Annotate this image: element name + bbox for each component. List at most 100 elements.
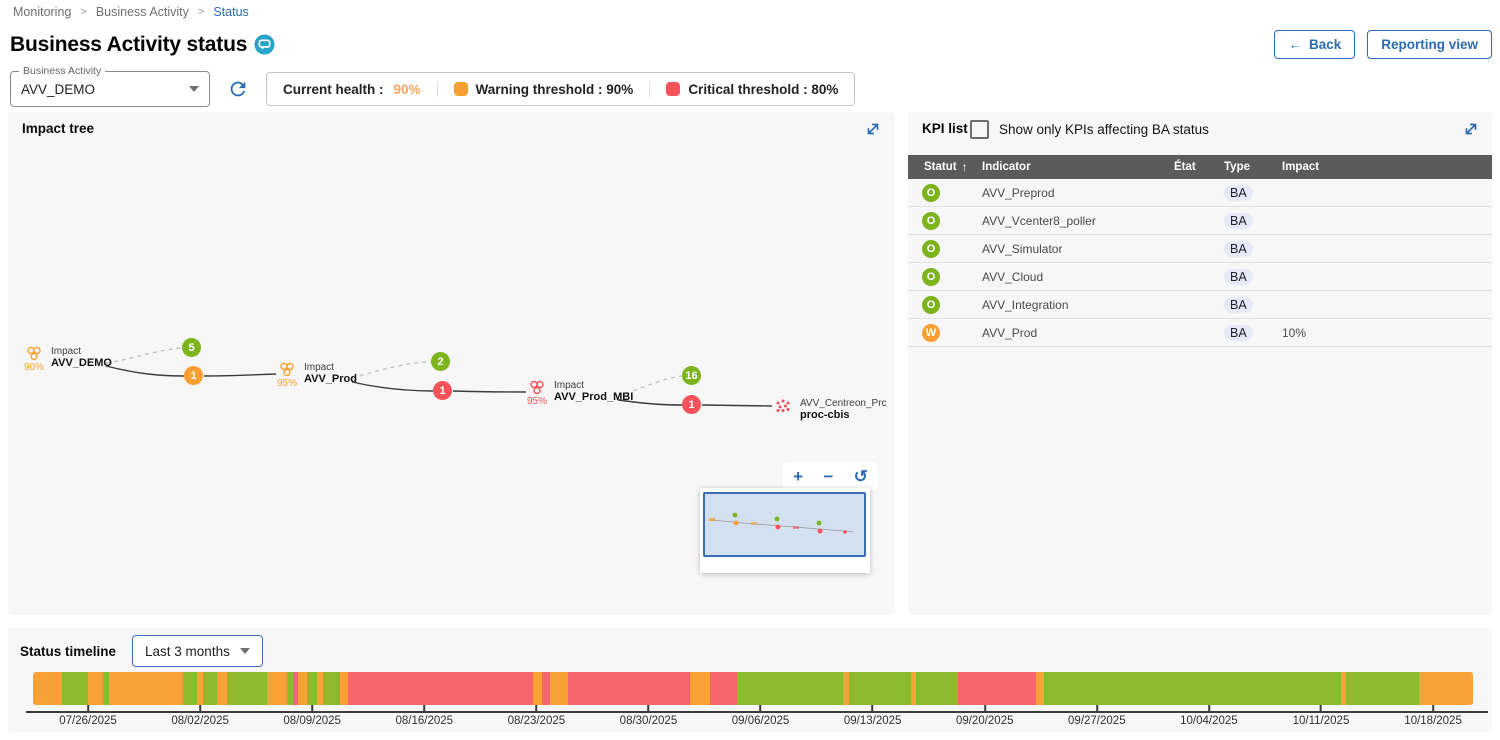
critical-threshold: Critical threshold : 80% [649, 81, 854, 97]
node-label-line1: AVV_Centreon_Prc [800, 398, 887, 409]
timeline-segment[interactable] [340, 672, 349, 705]
timeline-date-label: 08/30/2025 [619, 715, 678, 727]
timeline-segment[interactable] [203, 672, 218, 705]
impact-tree-title: Impact tree [22, 121, 95, 136]
back-button[interactable]: ← Back [1274, 30, 1356, 59]
timeline-segment[interactable] [287, 672, 294, 705]
table-row[interactable]: O AVV_Integration BA [908, 291, 1492, 319]
node-label-line1: Impact [304, 362, 335, 373]
column-header-statut[interactable]: Statut ↑ [924, 160, 968, 174]
minimap-sketch [709, 512, 854, 534]
warning-threshold: Warning threshold : 90% [436, 81, 650, 97]
kpi-count-badge[interactable]: 16 [682, 366, 701, 385]
breadcrumb-item-status[interactable]: Status [213, 5, 249, 19]
timeline-tick: 09/06/2025 [731, 705, 790, 727]
tree-minimap[interactable] [700, 488, 870, 573]
timeline-segment[interactable] [737, 672, 843, 705]
timeline-range-select[interactable]: Last 3 months [132, 635, 263, 667]
kpi-table: Statut ↑ Indicator État Type Impact O AV… [908, 155, 1492, 347]
timeline-segment[interactable] [317, 672, 324, 705]
timeline-date-label: 09/20/2025 [955, 715, 1014, 727]
node-label-line1: Impact [51, 346, 82, 357]
timeline-date-label: 09/13/2025 [843, 715, 902, 727]
timeline-segment[interactable] [915, 672, 958, 705]
timeline-segment[interactable] [910, 672, 916, 705]
timeline-segment[interactable] [103, 672, 110, 705]
kpi-count-badge[interactable]: 1 [433, 381, 452, 400]
table-row[interactable]: O AVV_Simulator BA [908, 235, 1492, 263]
timeline-bar[interactable] [33, 672, 1473, 705]
timeline-axis [26, 711, 1488, 713]
status-timeline-panel: Status timeline Last 3 months 07/26/2025… [8, 628, 1492, 732]
minimap-viewport[interactable] [703, 492, 866, 557]
timeline-segment[interactable] [293, 672, 299, 705]
kpi-count-badge[interactable]: 2 [431, 352, 450, 371]
kpi-count-badge[interactable]: 1 [682, 395, 701, 414]
tree-zoom-controls: + − ↺ [783, 462, 878, 490]
table-row[interactable]: O AVV_Cloud BA [908, 263, 1492, 291]
column-header-indicator[interactable]: Indicator [982, 161, 1031, 173]
timeline-segment[interactable] [550, 672, 569, 705]
comment-badge-icon[interactable] [254, 34, 275, 55]
kpi-indicator: AVV_Simulator [982, 241, 1063, 256]
show-only-kpis-checkbox[interactable] [970, 120, 989, 139]
reporting-view-button[interactable]: Reporting view [1367, 30, 1492, 59]
timeline-segment[interactable] [88, 672, 104, 705]
timeline-segment[interactable] [109, 672, 184, 705]
sort-asc-icon: ↑ [961, 160, 968, 174]
table-row[interactable]: O AVV_Vcenter8_poller BA [908, 207, 1492, 235]
timeline-segment[interactable] [957, 672, 1036, 705]
timeline-segment[interactable] [542, 672, 551, 705]
status-badge: O [922, 295, 940, 314]
timeline-segment[interactable] [197, 672, 204, 705]
timeline-date-label: 08/16/2025 [395, 715, 454, 727]
timeline-segment[interactable] [1035, 672, 1044, 705]
timeline-segment[interactable] [348, 672, 534, 705]
zoom-in-button[interactable]: + [793, 466, 804, 486]
breadcrumb-item-monitoring[interactable]: Monitoring [13, 5, 72, 19]
column-header-impact[interactable]: Impact [1282, 161, 1320, 173]
kpi-indicator: AVV_Integration [982, 297, 1069, 312]
timeline-segment[interactable] [227, 672, 268, 705]
timeline-segment[interactable] [848, 672, 911, 705]
breadcrumb-item-business-activity[interactable]: Business Activity [95, 5, 189, 19]
timeline-segment[interactable] [323, 672, 341, 705]
table-row[interactable]: O AVV_Preprod BA [908, 179, 1492, 207]
table-row[interactable]: W AVV_Prod BA 10% [908, 319, 1492, 347]
timeline-segment[interactable] [183, 672, 198, 705]
timeline-date-label: 09/06/2025 [731, 715, 790, 727]
timeline-segment[interactable] [710, 672, 738, 705]
ba-node-avv-demo[interactable]: 90% Impact AVV_DEMO [22, 346, 112, 373]
zoom-out-button[interactable]: − [823, 466, 834, 486]
impact-tree-panel: Impact tree 90% Impact AVV_DEMO [8, 112, 894, 615]
expand-icon[interactable] [1462, 120, 1480, 138]
timeline-segment[interactable] [690, 672, 711, 705]
ba-cluster-icon [280, 362, 294, 377]
timeline-segment[interactable] [307, 672, 318, 705]
timeline-segment[interactable] [568, 672, 691, 705]
timeline-segment[interactable] [217, 672, 228, 705]
kpi-count-badge[interactable]: 5 [182, 338, 201, 357]
ba-node-avv-prod[interactable]: 95% Impact AVV_Prod [275, 362, 357, 389]
column-header-type[interactable]: Type [1224, 161, 1250, 173]
reset-view-button[interactable]: ↺ [853, 466, 868, 486]
kpi-count-badge[interactable]: 1 [184, 366, 203, 385]
kpi-impact: 10% [1282, 325, 1307, 340]
timeline-segment[interactable] [33, 672, 63, 705]
business-activity-select[interactable]: Business Activity AVV_DEMO [10, 65, 210, 107]
timeline-segment[interactable] [267, 672, 288, 705]
timeline-segment[interactable] [1418, 672, 1473, 705]
refresh-button[interactable] [226, 77, 250, 101]
timeline-segment[interactable] [298, 672, 308, 705]
timeline-segment[interactable] [1345, 672, 1419, 705]
service-node-proc-cbis[interactable]: AVV_Centreon_Prc proc-cbis [771, 398, 887, 422]
column-header-etat[interactable]: État [1174, 161, 1196, 173]
timeline-segment[interactable] [842, 672, 849, 705]
timeline-segment[interactable] [533, 672, 543, 705]
ba-node-avv-prod-mbi[interactable]: 95% Impact AVV_Prod_MBI [525, 380, 633, 407]
timeline-tick: 08/02/2025 [171, 705, 229, 727]
timeline-segment[interactable] [1043, 672, 1341, 705]
timeline-segment[interactable] [62, 672, 89, 705]
timeline-segment[interactable] [1340, 672, 1346, 705]
expand-icon[interactable] [864, 120, 882, 138]
